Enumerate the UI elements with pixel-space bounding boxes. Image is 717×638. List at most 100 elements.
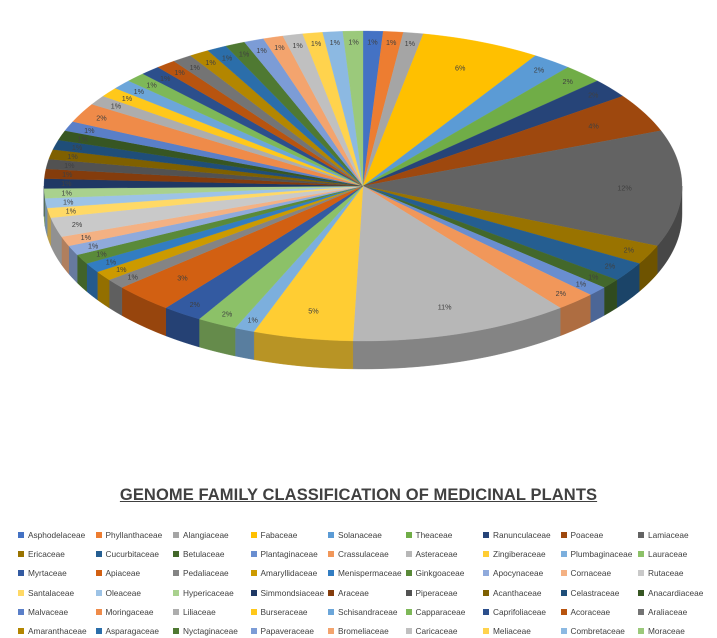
legend-label: Pedaliaceae bbox=[183, 568, 229, 578]
pie-label-amaranthaceae: 1% bbox=[205, 58, 216, 67]
legend-swatch bbox=[483, 551, 489, 557]
legend-label: Araceae bbox=[338, 588, 369, 598]
pie-label-cornaceae: 1% bbox=[81, 233, 92, 242]
legend-swatch bbox=[96, 570, 102, 576]
legend-swatch bbox=[173, 570, 179, 576]
legend-swatch bbox=[328, 532, 334, 538]
legend-swatch bbox=[561, 532, 567, 538]
chart-title: GENOME FAMILY CLASSIFICATION OF MEDICINA… bbox=[0, 486, 717, 505]
legend-label: Asphodelaceae bbox=[28, 530, 85, 540]
legend-label: Asparagaceae bbox=[106, 626, 160, 636]
legend-item-araliaceae: Araliaceae bbox=[638, 605, 687, 619]
legend-item-asphodelaceae: Asphodelaceae bbox=[18, 528, 85, 542]
legend-label: Amaryllidaceae bbox=[261, 568, 318, 578]
legend-swatch bbox=[18, 628, 24, 634]
legend-swatch bbox=[561, 551, 567, 557]
legend-item-simmondsiaceae: Simmondsiaceae bbox=[251, 586, 325, 600]
legend-swatch bbox=[173, 551, 179, 557]
legend-item-lamiaceae: Lamiaceae bbox=[638, 528, 689, 542]
legend-label: Myrtaceae bbox=[28, 568, 67, 578]
legend-label: Bromeliaceae bbox=[338, 626, 389, 636]
legend-label: Zingiberaceae bbox=[493, 549, 546, 559]
pie-slices bbox=[44, 31, 682, 341]
legend-swatch bbox=[483, 532, 489, 538]
pie-label-betulaceae: 1% bbox=[588, 272, 599, 281]
pie-label-burseraceae: 1% bbox=[122, 94, 133, 103]
pie-label-meliaceae: 1% bbox=[311, 39, 322, 48]
legend-label: Betulaceae bbox=[183, 549, 225, 559]
legend-item-poaceae: Poaceae bbox=[561, 528, 604, 542]
pie-label-moraceae: 1% bbox=[348, 37, 359, 46]
legend-item-burseraceae: Burseraceae bbox=[251, 605, 308, 619]
legend-swatch bbox=[483, 590, 489, 596]
legend-swatch bbox=[328, 609, 334, 615]
legend-item-celastraceae: Celastraceae bbox=[561, 586, 620, 600]
legend-item-combretaceae: Combretaceae bbox=[561, 624, 625, 638]
legend-swatch bbox=[173, 609, 179, 615]
pie-chart: 1%1%1%6%2%2%2%4%12%2%2%1%1%2%11%5%1%2%2%… bbox=[0, 0, 717, 470]
legend-label: Papaveraceae bbox=[261, 626, 315, 636]
legend-item-plumbaginaceae: Plumbaginaceae bbox=[561, 547, 633, 561]
legend-item-lauraceae: Lauraceae bbox=[638, 547, 687, 561]
pie-label-nyctaginaceae: 1% bbox=[239, 49, 250, 58]
legend-item-hypericaceae: Hypericaceae bbox=[173, 586, 234, 600]
legend-swatch bbox=[96, 628, 102, 634]
pie-label-crassulaceae: 2% bbox=[556, 289, 567, 298]
legend-swatch bbox=[328, 628, 334, 634]
legend-swatch bbox=[561, 609, 567, 615]
legend-label: Hypericaceae bbox=[183, 588, 234, 598]
legend-item-anacardiaceae: Anacardiaceae bbox=[638, 586, 703, 600]
legend-swatch bbox=[18, 532, 24, 538]
legend-item-plantaginaceae: Plantaginaceae bbox=[251, 547, 318, 561]
legend-item-oleaceae: Oleaceae bbox=[96, 586, 142, 600]
pie-label-caricaceae: 1% bbox=[292, 41, 303, 50]
legend-item-araceae: Araceae bbox=[328, 586, 369, 600]
legend-label: Oleaceae bbox=[106, 588, 142, 598]
legend-item-amaryllidaceae: Amaryllidaceae bbox=[251, 566, 318, 580]
pie-label-santalaceae: 1% bbox=[66, 207, 77, 216]
legend-item-ranunculaceae: Ranunculaceae bbox=[483, 528, 551, 542]
legend-swatch bbox=[406, 570, 412, 576]
legend-swatch bbox=[96, 590, 102, 596]
legend-label: Crassulaceae bbox=[338, 549, 389, 559]
legend-swatch bbox=[406, 532, 412, 538]
pie-label-plantaginaceae: 1% bbox=[576, 279, 587, 288]
legend-swatch bbox=[18, 551, 24, 557]
pie-label-zingiberaceae: 5% bbox=[308, 306, 319, 315]
pie-label-myrtaceae: 2% bbox=[190, 300, 201, 309]
legend-item-betulaceae: Betulaceae bbox=[173, 547, 225, 561]
legend-label: Ericaceae bbox=[28, 549, 65, 559]
legend-label: Schisandraceae bbox=[338, 607, 398, 617]
legend-swatch bbox=[251, 628, 257, 634]
pie-label-piperaceae: 1% bbox=[64, 161, 75, 170]
pie-label-liliaceae: 1% bbox=[111, 102, 122, 111]
legend-item-solanaceae: Solanaceae bbox=[328, 528, 382, 542]
pie-label-poaceae: 4% bbox=[588, 121, 599, 130]
pie-label-malvaceae: 1% bbox=[84, 126, 95, 135]
legend-item-papaveraceae: Papaveraceae bbox=[251, 624, 315, 638]
legend-item-amaranthaceae: Amaranthaceae bbox=[18, 624, 87, 638]
legend-swatch bbox=[406, 551, 412, 557]
legend-item-fabaceae: Fabaceae bbox=[251, 528, 298, 542]
pie-label-cucurbitaceae: 2% bbox=[605, 261, 616, 270]
pie-label-celastraceae: 1% bbox=[72, 143, 83, 152]
legend-swatch bbox=[328, 570, 334, 576]
legend-label: Poaceae bbox=[571, 530, 604, 540]
legend-swatch bbox=[18, 590, 24, 596]
legend-item-caprifoliaceae: Caprifoliaceae bbox=[483, 605, 546, 619]
legend-swatch bbox=[561, 570, 567, 576]
pie-label-papaveraceae: 1% bbox=[256, 46, 267, 55]
legend-label: Burseraceae bbox=[261, 607, 308, 617]
legend-label: Menispermaceae bbox=[338, 568, 402, 578]
legend-swatch bbox=[251, 532, 257, 538]
pie-label-fabaceae: 6% bbox=[455, 64, 466, 73]
legend-label: Rutaceae bbox=[648, 568, 684, 578]
pie-label-acanthaceae: 1% bbox=[67, 152, 78, 161]
legend-label: Lamiaceae bbox=[648, 530, 689, 540]
legend-item-moringaceae: Moringaceae bbox=[96, 605, 154, 619]
legend-label: Plumbaginaceae bbox=[571, 549, 633, 559]
legend-item-piperaceae: Piperaceae bbox=[406, 586, 458, 600]
legend-item-alangiaceae: Alangiaceae bbox=[173, 528, 229, 542]
pie-label-caprifoliaceae: 1% bbox=[160, 74, 171, 83]
legend-swatch bbox=[173, 532, 179, 538]
